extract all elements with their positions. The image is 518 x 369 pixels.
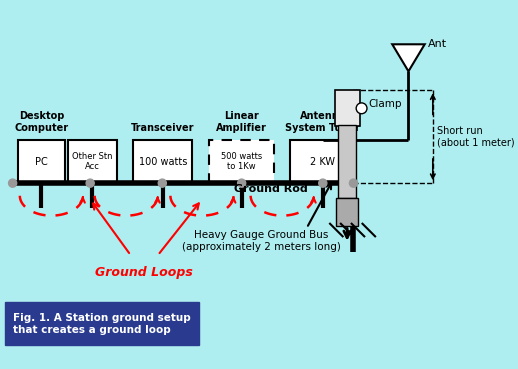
Text: Transceiver: Transceiver xyxy=(131,123,194,132)
Bar xyxy=(291,140,355,183)
Text: Fig. 1. A Station ground setup
that creates a ground loop: Fig. 1. A Station ground setup that crea… xyxy=(12,313,191,335)
Bar xyxy=(335,90,360,126)
Circle shape xyxy=(356,103,367,114)
Text: Desktop
Computer: Desktop Computer xyxy=(15,111,68,132)
Text: Other Stn
Acc: Other Stn Acc xyxy=(72,152,113,171)
Text: Ground Rod: Ground Rod xyxy=(234,184,308,194)
Text: Ground Loops: Ground Loops xyxy=(95,266,193,279)
Polygon shape xyxy=(392,44,425,71)
Text: Ant: Ant xyxy=(428,39,448,49)
Text: Linear
Amplifier: Linear Amplifier xyxy=(216,111,267,132)
Bar xyxy=(338,124,356,199)
Bar xyxy=(5,302,199,345)
Bar xyxy=(134,140,192,183)
Circle shape xyxy=(319,179,327,187)
Text: 100 watts: 100 watts xyxy=(139,156,187,166)
Bar xyxy=(209,140,274,183)
Circle shape xyxy=(86,179,94,187)
Text: Antenna
System Tuner: Antenna System Tuner xyxy=(285,111,361,132)
Circle shape xyxy=(350,179,357,187)
Text: 500 watts
to 1Kw: 500 watts to 1Kw xyxy=(221,152,262,171)
Circle shape xyxy=(158,179,166,187)
Circle shape xyxy=(238,179,246,187)
Text: Short run
(about 1 meter): Short run (about 1 meter) xyxy=(437,126,515,148)
Text: Heavy Gauge Ground Bus
(approximately 2 meters long): Heavy Gauge Ground Bus (approximately 2 … xyxy=(182,230,341,252)
Bar xyxy=(68,140,117,183)
Circle shape xyxy=(9,179,17,187)
Text: 2 KW: 2 KW xyxy=(310,156,335,166)
Bar xyxy=(336,199,358,225)
Text: Clamp: Clamp xyxy=(369,99,402,109)
Text: PC: PC xyxy=(35,156,48,166)
Bar xyxy=(18,140,65,183)
